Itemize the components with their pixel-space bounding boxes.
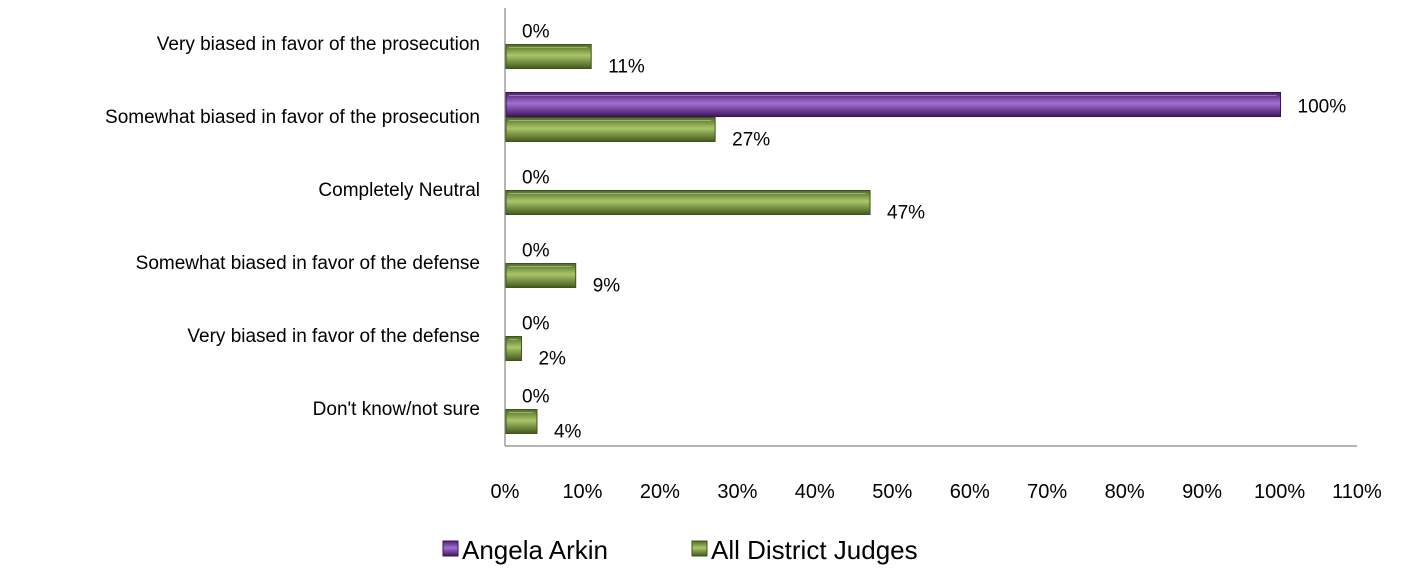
x-tick-label: 70% (1027, 481, 1067, 503)
x-tick-label: 60% (950, 481, 990, 503)
x-tick-labels: 0% 10% 20% 30% 40% 50% 60% 70% 80% 90% 100% 110% (491, 481, 1383, 503)
legend-swatch (442, 540, 459, 557)
category-label: Completely Neutral (318, 180, 480, 201)
legend-label: Angela Arkin (462, 535, 608, 565)
bar (505, 263, 577, 288)
x-tick-label: 10% (562, 481, 602, 503)
data-label: 4% (554, 422, 582, 443)
labels-layer: 0%11%100%27%0%47%0%9%0%2%0%4% (522, 22, 1346, 443)
data-label: 11% (608, 57, 645, 78)
category-label: Somewhat biased in favor of the defense (136, 253, 480, 274)
legend-swatch (691, 540, 708, 557)
category-label: Very biased in favor of the defense (187, 326, 480, 347)
data-label: 0% (522, 241, 550, 262)
data-label: 2% (538, 349, 566, 370)
category-labels: Very biased in favor of the prosecution S… (105, 34, 480, 420)
legend: Angela Arkin All District Judges (442, 535, 918, 565)
x-tick-label: 110% (1332, 481, 1382, 503)
category-label: Somewhat biased in favor of the prosecut… (105, 107, 480, 128)
bar (505, 117, 716, 142)
x-tick-label: 90% (1182, 481, 1222, 503)
data-label: 0% (522, 387, 550, 408)
x-tick-label: 40% (795, 481, 835, 503)
x-tick-label: 30% (717, 481, 757, 503)
legend-label: All District Judges (711, 535, 918, 565)
bar (505, 92, 1282, 117)
bar (505, 409, 538, 434)
data-label: 9% (593, 276, 621, 297)
bar (505, 190, 871, 215)
data-label: 27% (732, 130, 770, 151)
data-label: 0% (522, 314, 550, 335)
x-tick-label: 50% (872, 481, 912, 503)
data-label: 47% (887, 203, 925, 224)
bars-layer (505, 44, 1282, 434)
x-tick-label: 100% (1254, 481, 1305, 503)
bar (505, 44, 592, 69)
category-label: Very biased in favor of the prosecution (157, 34, 480, 55)
data-label: 0% (522, 168, 550, 189)
x-tick-label: 20% (640, 481, 680, 503)
x-tick-label: 0% (491, 481, 520, 503)
x-tick-label: 80% (1105, 481, 1145, 503)
data-label: 100% (1298, 97, 1347, 118)
data-label: 0% (522, 22, 550, 43)
category-label: Don't know/not sure (313, 399, 480, 420)
bar (505, 336, 522, 361)
